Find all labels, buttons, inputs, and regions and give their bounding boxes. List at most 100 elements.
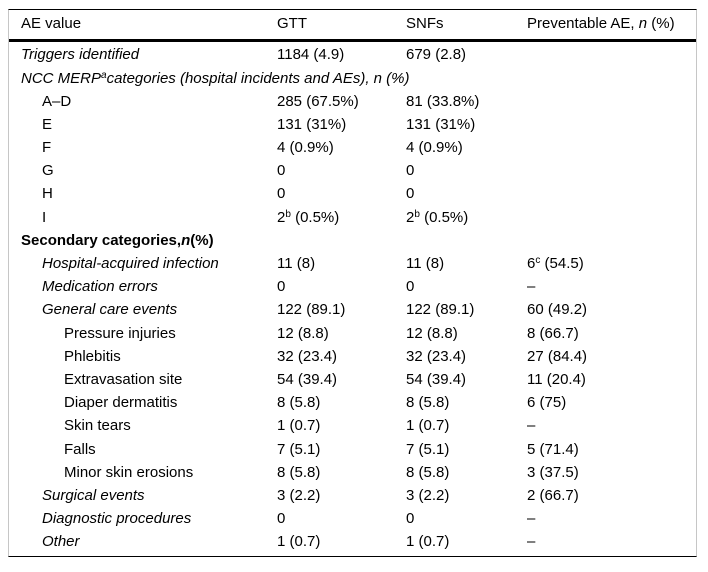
table-row: Medication errors 0 0 – <box>9 276 696 299</box>
text-segment: 1 (0.7) <box>406 533 450 551</box>
text-segment: Surgical events <box>42 486 145 504</box>
text-segment: GTT <box>277 15 307 33</box>
text-segment: Other <box>42 533 80 551</box>
gtt-value: 122 (89.1) <box>277 302 406 319</box>
text-segment: (%) <box>647 15 675 33</box>
row-label: Phlebitis <box>9 347 277 366</box>
snfs-value: 0 <box>406 163 527 180</box>
text-segment: AE value <box>21 15 82 33</box>
text-segment: Minor skin erosions <box>64 463 194 481</box>
row-label: Surgical events <box>9 486 277 505</box>
text-segment: Extravasation site <box>64 370 183 388</box>
table-row: Diaper dermatitis 8 (5.8) 8 (5.8) 6 (75) <box>9 392 696 415</box>
text-segment: Hospital-acquired infection <box>42 255 219 273</box>
text-segment: – <box>527 533 536 551</box>
text-segment: 4 (0.9%) <box>406 139 463 157</box>
gtt-value: 1184 (4.9) <box>277 47 406 64</box>
text-segment: Skin tears <box>64 417 131 435</box>
preventable-ae-value: – <box>527 534 696 551</box>
table-row: Extravasation site 54 (39.4) 54 (39.4) 11 (… <box>9 369 696 392</box>
preventable-ae-value: 6 (75) <box>527 394 696 412</box>
text-segment: 0 <box>406 510 415 528</box>
table-row: Secondary categories,n(%) <box>9 230 696 253</box>
text-segment: 3 (2.2) <box>406 486 450 504</box>
ae-results-table: AE value GTT SNFs Preventable AE, n (%) … <box>8 9 697 558</box>
preventable-ae-value: – <box>527 418 696 435</box>
snfs-value: 8 (5.8) <box>406 464 527 482</box>
text-segment: 2 <box>277 208 286 226</box>
text-segment: 8 (5.8) <box>277 463 321 481</box>
text-segment: 679 (2.8) <box>406 46 467 64</box>
gtt-value: 0 <box>277 510 406 528</box>
table-row: A–D 285 (67.5%) 81 (33.8%) <box>9 90 696 113</box>
snfs-value: 131 (31%) <box>406 116 527 134</box>
text-segment: 8 (5.8) <box>406 394 450 412</box>
text-segment: 1 (0.7) <box>277 533 321 551</box>
row-label: I <box>9 209 277 227</box>
text-segment: 0 <box>277 185 286 203</box>
text-segment: 6 (75) <box>527 394 567 412</box>
text-segment: (0.5%) <box>290 208 340 226</box>
text-segment: 5 (71.4) <box>527 440 579 458</box>
preventable-ae-value: – <box>527 278 696 296</box>
row-label: F <box>9 139 277 157</box>
text-segment: n <box>181 231 191 249</box>
gtt-value: 0 <box>277 278 406 296</box>
text-segment: 6 <box>527 255 536 273</box>
gtt-value: 131 (31%) <box>277 115 406 134</box>
gtt-value: 285 (67.5%) <box>277 93 406 111</box>
gtt-value: 11 (8) <box>277 255 406 273</box>
table-body: Triggers identified 1184 (4.9) 679 (2.8) NC… <box>9 42 696 556</box>
text-segment: 11 (8) <box>277 255 316 273</box>
row-label: A–D <box>9 93 277 111</box>
snfs-value: 1 (0.7) <box>406 418 527 435</box>
text-segment: Diagnostic procedures <box>42 510 192 528</box>
text-segment: 0 <box>406 162 415 180</box>
text-segment: Diaper dermatitis <box>64 394 178 412</box>
snfs-value: 81 (33.8%) <box>406 92 527 111</box>
text-segment: 7 (5.1) <box>406 440 450 458</box>
gtt-value: 4 (0.9%) <box>277 139 406 157</box>
text-segment: (54.5) <box>540 255 584 273</box>
text-segment: c <box>535 255 541 267</box>
preventable-ae-value: 60 (49.2) <box>527 302 696 319</box>
text-segment: Preventable AE, <box>527 15 639 33</box>
gtt-value: 12 (8.8) <box>277 325 406 343</box>
text-segment: F <box>42 139 52 157</box>
row-label: H <box>9 186 277 203</box>
snfs-value: 11 (8) <box>406 255 527 273</box>
text-segment: 7 (5.1) <box>277 440 321 458</box>
snfs-value: 122 (89.1) <box>406 302 527 319</box>
text-segment: 1 (0.7) <box>277 417 321 435</box>
row-label: E <box>9 116 277 134</box>
table-row: Diagnostic procedures 0 0 – <box>9 508 696 531</box>
table-row: H 0 0 <box>9 183 696 206</box>
gtt-value: 7 (5.1) <box>277 440 406 459</box>
gtt-value: 8 (5.8) <box>277 463 406 482</box>
gtt-value: 8 (5.8) <box>277 394 406 412</box>
table-row: Other 1 (0.7) 1 (0.7) – <box>9 531 696 554</box>
row-label: Minor skin erosions <box>9 463 277 482</box>
text-segment: 12 (8.8) <box>406 324 458 342</box>
preventable-ae-value: 5 (71.4) <box>527 440 696 459</box>
text-segment: 122 (89.1) <box>406 301 475 319</box>
text-segment: – <box>527 278 536 296</box>
text-segment: 11 (20.4) <box>527 370 586 388</box>
text-segment: 8 (66.7) <box>527 324 579 342</box>
text-segment: Phlebitis <box>64 347 121 365</box>
preventable-ae-value: 11 (20.4) <box>527 370 696 389</box>
table-row: Hospital-acquired infection 11 (8) 11 (8) 6… <box>9 253 696 276</box>
table-row: Surgical events 3 (2.2) 3 (2.2) 2 (66.7) <box>9 485 696 508</box>
gtt-value: 1 (0.7) <box>277 418 406 435</box>
text-segment: 131 (31%) <box>277 115 347 133</box>
column-header-ae-value: AE value <box>9 16 277 33</box>
snfs-value: 12 (8.8) <box>406 324 527 343</box>
text-segment: 3 (2.2) <box>277 486 321 504</box>
text-segment: 81 (33.8%) <box>406 92 480 110</box>
text-segment: – <box>527 510 536 528</box>
snfs-value: 679 (2.8) <box>406 47 527 64</box>
text-segment: 27 (84.4) <box>527 347 588 365</box>
preventable-ae-value: 8 (66.7) <box>527 324 696 343</box>
row-label: Medication errors <box>9 278 277 296</box>
table-row: F 4 (0.9%) 4 (0.9%) <box>9 137 696 160</box>
